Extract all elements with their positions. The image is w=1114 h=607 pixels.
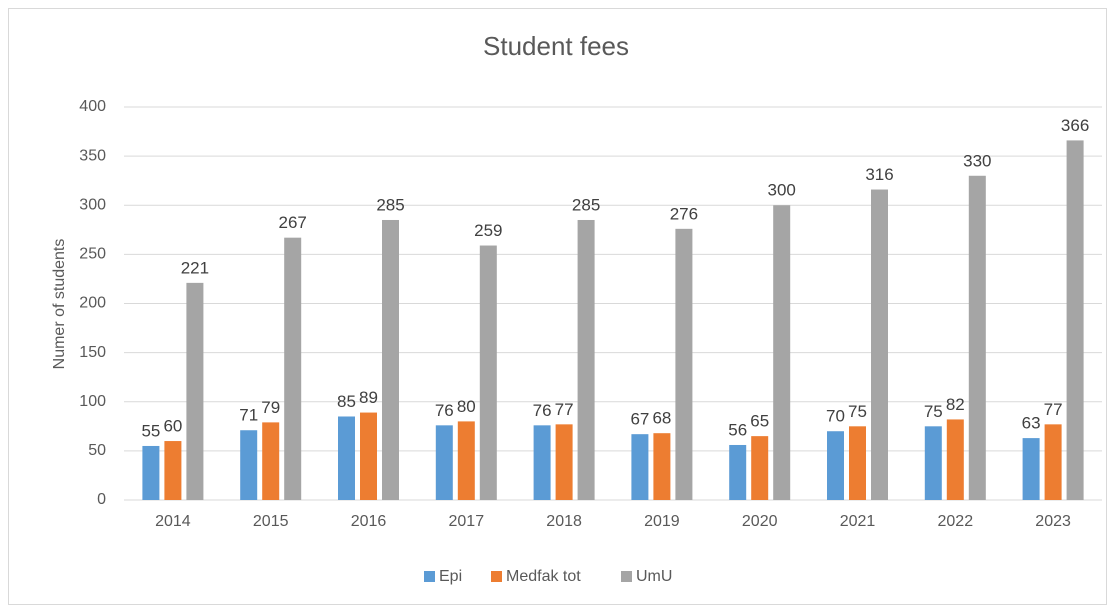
data-label: 67 xyxy=(630,410,649,429)
bar xyxy=(653,433,671,500)
bar xyxy=(729,444,747,500)
y-tick-label: 400 xyxy=(79,98,106,115)
data-label: 70 xyxy=(826,407,845,426)
bar xyxy=(1022,438,1040,500)
bar xyxy=(577,219,595,501)
bar xyxy=(827,431,844,500)
y-tick-label: 0 xyxy=(97,491,106,508)
x-tick-label: 2018 xyxy=(546,513,582,530)
data-label: 75 xyxy=(848,402,867,421)
data-label: 82 xyxy=(946,395,965,414)
x-tick-label: 2022 xyxy=(938,513,974,530)
data-label: 75 xyxy=(924,402,943,421)
data-label: 285 xyxy=(572,195,600,214)
data-label: 63 xyxy=(1022,414,1041,433)
data-label: 89 xyxy=(359,388,378,407)
bar xyxy=(631,434,649,500)
bar xyxy=(338,416,355,500)
data-label: 76 xyxy=(435,401,454,420)
y-tick-label: 200 xyxy=(79,295,106,312)
data-label: 285 xyxy=(376,195,404,214)
y-tick-label: 150 xyxy=(79,344,106,361)
bar xyxy=(240,430,258,500)
legend-label: UmU xyxy=(636,568,672,585)
bar xyxy=(751,436,769,500)
bar xyxy=(946,419,964,500)
bar xyxy=(533,425,551,500)
chart-title: Student fees xyxy=(483,31,629,61)
bar xyxy=(142,445,160,500)
bar xyxy=(479,245,497,500)
bar xyxy=(435,425,453,500)
bar xyxy=(968,175,986,500)
data-label: 221 xyxy=(181,258,209,277)
data-label: 330 xyxy=(963,151,991,170)
bar xyxy=(924,426,942,500)
data-label: 56 xyxy=(728,420,747,439)
data-label: 77 xyxy=(1044,400,1063,419)
x-tick-label: 2023 xyxy=(1035,513,1071,530)
x-tick-label: 2014 xyxy=(155,513,191,530)
data-label: 68 xyxy=(652,409,671,428)
legend-swatch xyxy=(424,571,435,582)
x-tick-label: 2020 xyxy=(742,513,778,530)
y-tick-label: 350 xyxy=(79,147,106,164)
data-label: 77 xyxy=(555,400,574,419)
y-tick-label: 250 xyxy=(79,246,106,263)
bar xyxy=(284,237,302,501)
x-tick-label: 2019 xyxy=(644,513,680,530)
x-tick-label: 2015 xyxy=(253,513,289,530)
bar xyxy=(675,228,693,500)
legend-swatch xyxy=(491,571,502,582)
bar xyxy=(457,421,475,500)
y-tick-label: 100 xyxy=(79,393,106,410)
data-label: 316 xyxy=(865,165,893,184)
x-tick-label: 2021 xyxy=(840,513,876,530)
data-label: 267 xyxy=(279,213,307,232)
data-label: 65 xyxy=(750,412,769,431)
legend-label: Medfak tot xyxy=(506,568,581,585)
data-label: 366 xyxy=(1061,116,1089,135)
data-label: 259 xyxy=(474,221,502,240)
data-label: 300 xyxy=(768,181,796,200)
x-tick-label: 2016 xyxy=(351,513,387,530)
data-label: 60 xyxy=(163,417,182,436)
bar xyxy=(1066,140,1084,500)
data-label: 71 xyxy=(239,406,258,425)
y-tick-label: 300 xyxy=(79,196,106,213)
bar xyxy=(1044,424,1062,500)
y-axis-label: Numer of students xyxy=(51,239,68,370)
bar xyxy=(849,426,866,500)
bar xyxy=(360,412,377,500)
bar xyxy=(382,219,399,501)
bar xyxy=(262,422,280,500)
bar xyxy=(871,189,888,500)
data-label: 79 xyxy=(261,398,280,417)
data-label: 55 xyxy=(141,421,160,440)
x-tick-label: 2017 xyxy=(449,513,485,530)
data-label: 80 xyxy=(457,397,476,416)
legend-swatch xyxy=(621,571,632,582)
bar xyxy=(773,205,791,500)
legend-label: Epi xyxy=(439,568,462,585)
y-tick-label: 50 xyxy=(88,442,106,459)
bar xyxy=(186,282,204,500)
bar xyxy=(555,424,573,500)
data-label: 85 xyxy=(337,392,356,411)
data-label: 276 xyxy=(670,204,698,223)
bar xyxy=(164,441,182,500)
data-label: 76 xyxy=(533,401,552,420)
